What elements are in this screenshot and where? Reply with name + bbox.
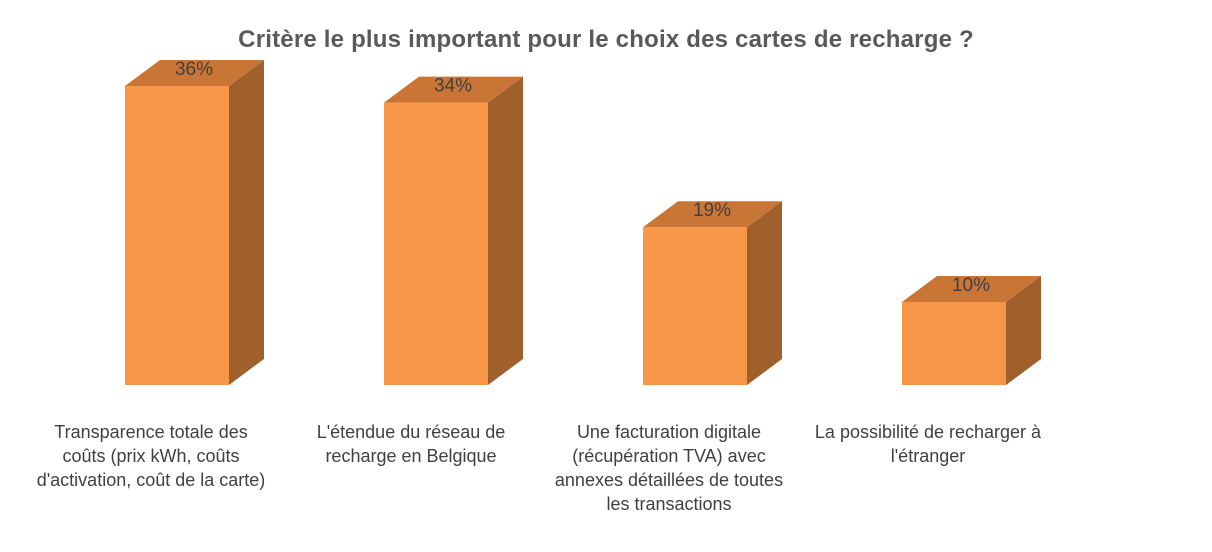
value-label-1: 36% bbox=[175, 59, 213, 80]
bar-front-1 bbox=[125, 86, 229, 385]
bar-side-1 bbox=[229, 60, 264, 385]
value-label-3: 19% bbox=[693, 200, 731, 221]
category-label-3: Une facturation digitale (récupération T… bbox=[554, 422, 784, 514]
bar-side-3 bbox=[747, 201, 782, 385]
chart-title: Critère le plus important pour le choix … bbox=[238, 26, 974, 53]
value-label-4: 10% bbox=[952, 275, 990, 296]
bar-front-2 bbox=[384, 102, 488, 385]
bar-side-2 bbox=[488, 76, 523, 385]
bar-side-4 bbox=[1006, 275, 1041, 385]
bar-front-3 bbox=[643, 227, 747, 385]
bar-top-4 bbox=[902, 275, 1041, 302]
bar-front-4 bbox=[902, 301, 1006, 385]
bar-top-2 bbox=[384, 76, 523, 103]
bar-3 bbox=[643, 201, 782, 385]
value-label-2: 34% bbox=[434, 76, 472, 97]
bar-top-1 bbox=[125, 60, 264, 86]
category-label-4: La possibilité de recharger à l'étranger bbox=[814, 422, 1042, 466]
bar-top-3 bbox=[643, 201, 782, 228]
bar-1 bbox=[125, 60, 264, 385]
bar-2 bbox=[384, 76, 523, 385]
category-label-1: Transparence totale des coûts (prix kWh,… bbox=[36, 422, 266, 490]
bar-4 bbox=[902, 275, 1041, 385]
category-label-2: L'étendue du réseau de recharge en Belgi… bbox=[316, 422, 506, 466]
